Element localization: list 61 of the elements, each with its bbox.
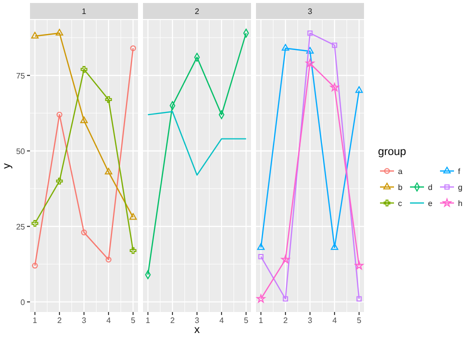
x-tick-label: 3 — [194, 316, 200, 325]
legend-label: a — [398, 167, 403, 176]
legend-label: d — [428, 183, 432, 192]
point — [282, 44, 290, 51]
point — [80, 66, 88, 73]
point — [129, 213, 137, 220]
point — [355, 86, 363, 93]
point — [330, 243, 338, 250]
x-tick-label: 5 — [356, 316, 362, 325]
x-tick-label: 2 — [170, 316, 176, 325]
legend-label: h — [458, 199, 462, 208]
chart-title: 1 — [82, 7, 87, 16]
point — [31, 32, 39, 39]
point — [81, 230, 87, 236]
point — [306, 58, 314, 68]
y-axis-title: y — [1, 162, 13, 169]
x-tick-label: 5 — [130, 316, 136, 325]
point — [56, 178, 63, 184]
chart-title: 2 — [194, 7, 200, 16]
x-tick-label: 4 — [332, 316, 338, 325]
point — [32, 220, 38, 227]
x-tick-label: 4 — [219, 316, 224, 325]
legend-title: group — [378, 146, 406, 158]
legend-label: b — [398, 183, 403, 192]
y-tick-label: 50 — [16, 146, 26, 156]
point — [256, 294, 266, 303]
x-tick-label: 2 — [283, 316, 288, 325]
x-tick-label: 1 — [146, 316, 151, 325]
point — [307, 30, 313, 36]
point — [56, 28, 64, 36]
x-tick-label: 3 — [82, 316, 87, 325]
point — [356, 296, 362, 302]
point — [130, 247, 136, 254]
legend-label: e — [428, 199, 433, 208]
y-tick-label: 25 — [16, 222, 26, 232]
point — [281, 255, 290, 264]
point — [80, 116, 88, 124]
point — [56, 112, 62, 118]
x-tick-label: 1 — [258, 316, 264, 325]
point — [306, 47, 314, 54]
x-tick-label: 3 — [308, 316, 313, 325]
x-tick-label: 2 — [57, 316, 62, 325]
x-tick-label: 1 — [32, 316, 38, 325]
point — [282, 296, 288, 302]
x-tick-label: 5 — [244, 316, 249, 325]
point — [106, 256, 112, 262]
point — [354, 261, 364, 270]
chart-title: 3 — [308, 7, 313, 16]
x-axis-title: x — [194, 324, 200, 336]
legend-label: g — [458, 183, 462, 192]
point — [332, 42, 338, 48]
legend-label: f — [458, 167, 461, 176]
point — [104, 168, 112, 174]
point — [105, 96, 112, 103]
legend-label: c — [398, 199, 402, 208]
point — [330, 82, 339, 92]
y-tick-label: 0 — [20, 298, 26, 307]
x-tick-label: 4 — [106, 316, 112, 325]
point — [257, 243, 265, 250]
y-tick-label: 75 — [16, 71, 26, 80]
point — [258, 254, 264, 260]
